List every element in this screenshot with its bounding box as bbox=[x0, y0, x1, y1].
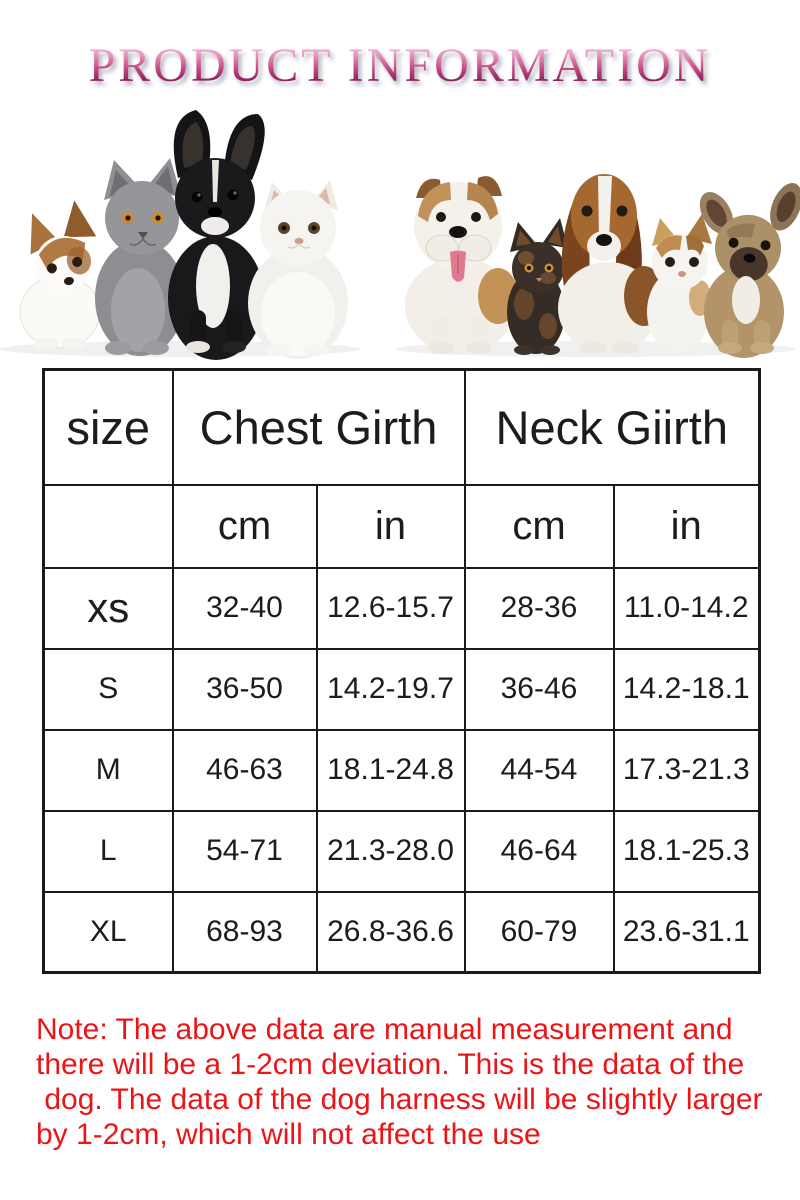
unit-neck-in: in bbox=[612, 483, 761, 569]
chest-cm-value: 68-93 bbox=[171, 890, 318, 974]
header-chest-girth: Chest Girth bbox=[171, 368, 466, 486]
unit-chest-in: in bbox=[315, 483, 466, 569]
measurement-note: Note: The above data are manual measurem… bbox=[36, 1012, 792, 1152]
neck-in-value: 23.6-31.1 bbox=[612, 890, 761, 974]
neck-cm-value: 36-46 bbox=[463, 647, 615, 731]
size-label: xs bbox=[42, 566, 174, 650]
chihuahua-puppy-illustration bbox=[19, 200, 101, 351]
neck-cm-value: 28-36 bbox=[463, 566, 615, 650]
chest-in-value: 18.1-24.8 bbox=[315, 728, 466, 812]
table-row-xs: xs 32-40 12.6-15.7 28-36 11.0-14.2 bbox=[42, 566, 761, 650]
header-size: size bbox=[42, 368, 174, 486]
chest-cm-value: 32-40 bbox=[171, 566, 318, 650]
neck-in-value: 18.1-25.3 bbox=[612, 809, 761, 893]
grey-cat-illustration bbox=[95, 158, 185, 356]
chest-in-value: 26.8-36.6 bbox=[315, 890, 466, 974]
pets-group-photo bbox=[0, 110, 800, 360]
table-row-xl: XL 68-93 26.8-36.6 60-79 23.6-31.1 bbox=[42, 890, 761, 974]
neck-cm-value: 60-79 bbox=[463, 890, 615, 974]
white-persian-cat-illustration bbox=[248, 180, 348, 359]
size-label: L bbox=[42, 809, 174, 893]
size-label: XL bbox=[42, 890, 174, 974]
black-french-bulldog-illustration bbox=[168, 110, 265, 360]
unit-neck-cm: cm bbox=[463, 483, 615, 569]
unit-chest-cm: cm bbox=[171, 483, 318, 569]
basset-hound-illustration bbox=[558, 174, 664, 354]
note-line: there will be a 1-2cm deviation. This is… bbox=[36, 1048, 745, 1081]
size-chart-table: size Chest Girth Neck Giirth cm in cm in… bbox=[42, 368, 761, 974]
units-empty-cell bbox=[42, 483, 174, 569]
chest-in-value: 14.2-19.7 bbox=[315, 647, 466, 731]
chest-cm-value: 36-50 bbox=[171, 647, 318, 731]
neck-cm-value: 44-54 bbox=[463, 728, 615, 812]
chest-cm-value: 46-63 bbox=[171, 728, 318, 812]
tortoiseshell-kitten-illustration bbox=[507, 218, 568, 355]
chest-in-value: 21.3-28.0 bbox=[315, 809, 466, 893]
note-line: by 1-2cm, which will not affect the use bbox=[36, 1118, 541, 1151]
size-label: M bbox=[42, 728, 174, 812]
chest-in-value: 12.6-15.7 bbox=[315, 566, 466, 650]
neck-in-value: 14.2-18.1 bbox=[612, 647, 761, 731]
english-bulldog-illustration bbox=[405, 176, 518, 354]
page-title: PRODUCT INFORMATION bbox=[0, 38, 800, 93]
header-neck-girth: Neck Giirth bbox=[463, 368, 761, 486]
note-line: dog. The data of the dog harness will be… bbox=[36, 1083, 763, 1116]
fawn-french-bulldog-puppy-illustration bbox=[699, 182, 800, 358]
table-row-s: S 36-50 14.2-19.7 36-46 14.2-18.1 bbox=[42, 647, 761, 731]
table-row-l: L 54-71 21.3-28.0 46-64 18.1-25.3 bbox=[42, 809, 761, 893]
calico-cat-illustration bbox=[647, 214, 712, 356]
table-units-row: cm in cm in bbox=[42, 483, 761, 569]
neck-in-value: 17.3-21.3 bbox=[612, 728, 761, 812]
note-line: Note: The above data are manual measurem… bbox=[36, 1013, 733, 1046]
neck-cm-value: 46-64 bbox=[463, 809, 615, 893]
chest-cm-value: 54-71 bbox=[171, 809, 318, 893]
table-row-m: M 46-63 18.1-24.8 44-54 17.3-21.3 bbox=[42, 728, 761, 812]
neck-in-value: 11.0-14.2 bbox=[612, 566, 761, 650]
table-header-row: size Chest Girth Neck Giirth bbox=[42, 368, 761, 486]
size-label: S bbox=[42, 647, 174, 731]
